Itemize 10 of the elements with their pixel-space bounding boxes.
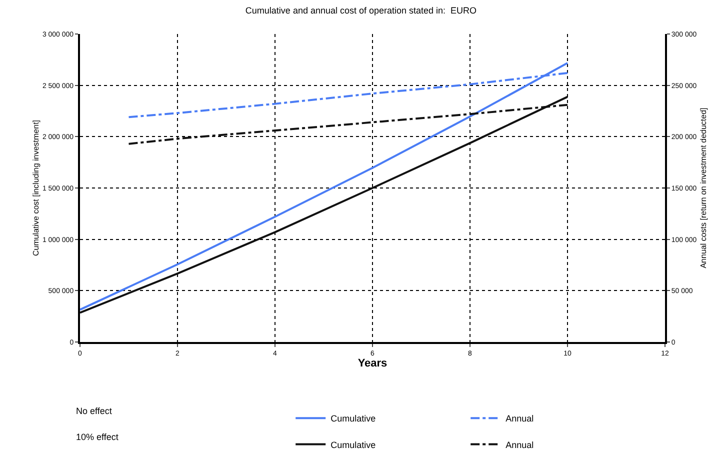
legend-label: Annual — [506, 414, 534, 424]
legend-label: Cumulative — [330, 414, 376, 424]
text: No effect — [76, 406, 112, 416]
x-axis-title: Years — [358, 357, 388, 370]
legend-label: Cumulative — [330, 440, 376, 450]
legend-label: Annual — [506, 440, 534, 450]
y-axis-title: Cumulative cost [including investment] — [31, 120, 40, 256]
y2-axis-title: Annual costs [return on investment deducted] — [698, 108, 708, 268]
chart-title: Cumulative and annual cost of operation stated in: EURO — [245, 5, 477, 16]
text: 10% effect — [76, 432, 119, 442]
